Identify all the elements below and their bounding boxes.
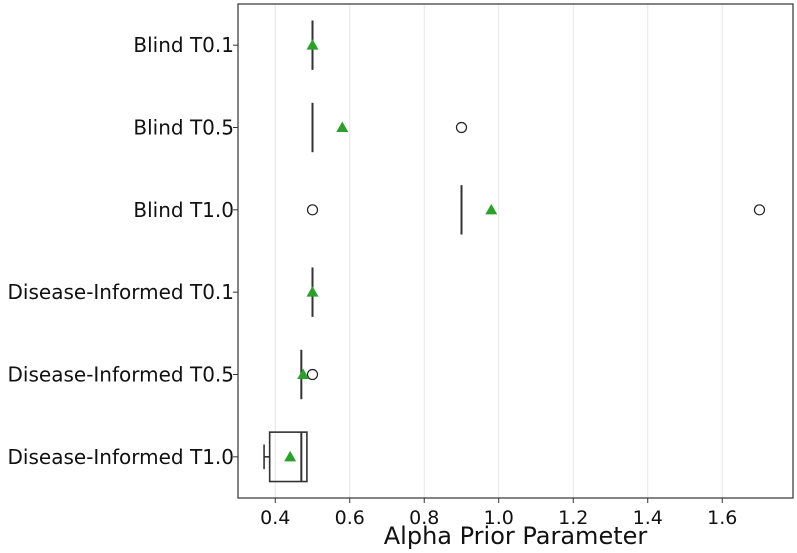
- mean-marker: [306, 39, 319, 50]
- y-category-label: Disease-Informed T1.0: [8, 445, 234, 469]
- box-group: [297, 349, 319, 400]
- x-tick-label: 1.4: [633, 507, 663, 529]
- y-category-label: Disease-Informed T0.5: [8, 363, 234, 387]
- box-series: [263, 20, 766, 483]
- box-group: [306, 20, 319, 70]
- y-axis-categories: Blind T0.1 Blind T0.5 Blind T1.0 Disease-In…: [8, 33, 238, 469]
- x-tick-label: 0.4: [260, 507, 290, 529]
- box-group: [263, 431, 308, 483]
- grid-lines: [274, 4, 723, 498]
- mean-marker: [306, 286, 319, 297]
- x-axis-title: Alpha Prior Parameter: [384, 522, 648, 550]
- y-category-label: Blind T0.1: [133, 33, 234, 57]
- plot-frame: [237, 3, 794, 499]
- box-group: [311, 102, 468, 153]
- mean-marker: [485, 203, 498, 215]
- mean-marker: [336, 121, 349, 132]
- x-tick-label: 1.2: [558, 507, 588, 529]
- x-tick-label: 0.8: [409, 507, 439, 529]
- x-axis-ticks: 0.4 0.6 0.8 1.0 1.2 1.4 1.6: [260, 498, 737, 529]
- x-tick-label: 0.6: [335, 507, 365, 529]
- y-category-label: Blind T0.5: [133, 116, 234, 140]
- x-tick-label: 1.6: [707, 507, 737, 529]
- box-group: [306, 267, 319, 317]
- y-category-label: Disease-Informed T0.1: [8, 280, 234, 304]
- x-tick-label: 1.0: [484, 507, 514, 529]
- mean-marker: [297, 368, 310, 379]
- mean-marker: [284, 450, 297, 462]
- outlier-point: [306, 368, 319, 381]
- outlier-point: [753, 204, 766, 216]
- y-category-label: Blind T1.0: [133, 198, 234, 222]
- box-group: [306, 185, 766, 235]
- outlier-point: [306, 204, 319, 216]
- outlier-point: [455, 121, 468, 134]
